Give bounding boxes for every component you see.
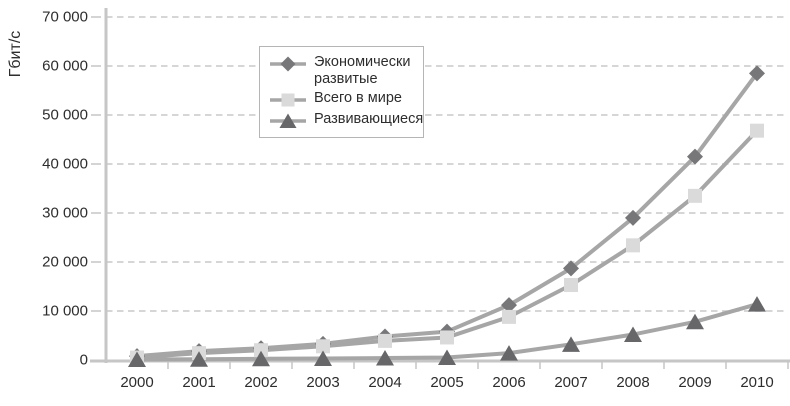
triangle-marker	[624, 326, 642, 343]
legend: Экономически развитые Всего в мире Разви…	[259, 46, 424, 138]
square-marker	[254, 343, 268, 358]
square-marker	[626, 238, 640, 253]
diamond-marker	[563, 260, 579, 277]
x-tick-label: 2001	[182, 374, 215, 391]
y-tick-label: 60 000	[42, 58, 88, 75]
legend-label-developed: Экономически развитые	[314, 54, 411, 87]
triangle-marker	[686, 313, 704, 330]
square-marker-icon	[270, 93, 306, 107]
diamond-icon	[280, 56, 296, 72]
square-marker	[502, 309, 516, 324]
x-tick-label: 2002	[244, 374, 277, 391]
x-tick-label: 2008	[616, 374, 649, 391]
triangle-marker	[376, 350, 394, 366]
triangle-marker-icon	[270, 113, 306, 128]
x-tick-label: 2009	[678, 374, 711, 391]
y-tick-label: 10 000	[42, 303, 88, 320]
square-marker	[750, 123, 764, 138]
x-tick-label: 2003	[306, 374, 339, 391]
triangle-marker	[128, 351, 146, 368]
y-tick-label: 30 000	[42, 205, 88, 222]
triangle-marker	[252, 350, 270, 367]
triangle-marker	[190, 351, 208, 367]
y-tick-label: 20 000	[42, 254, 88, 271]
y-axis-title: Гбит/с	[7, 30, 24, 78]
square-marker	[316, 339, 330, 354]
legend-label-world-total: Всего в мире	[314, 90, 402, 106]
x-tick-label: 2000	[120, 374, 153, 391]
square-icon	[281, 93, 295, 107]
y-tick-label: 40 000	[42, 156, 88, 173]
square-marker	[688, 188, 702, 203]
y-tick-label: 50 000	[42, 107, 88, 124]
x-tick-label: 2005	[430, 374, 463, 391]
series-line-diamond	[135, 71, 759, 359]
legend-item-developed: Экономически развитые	[269, 54, 419, 88]
series-markers-triangle	[128, 296, 766, 368]
square-marker	[564, 278, 578, 293]
x-tick-label: 2006	[492, 374, 525, 391]
legend-item-developing: Развивающиеся	[269, 111, 424, 130]
diamond-marker	[749, 65, 765, 82]
square-marker	[378, 333, 392, 348]
triangle-icon	[279, 113, 297, 128]
diamond-marker	[625, 209, 641, 226]
legend-item-world-total: Всего в мире	[269, 90, 419, 109]
x-tick-label: 2010	[740, 374, 773, 391]
triangle-marker	[500, 345, 518, 361]
y-tick-label: 70 000	[42, 9, 88, 26]
y-tick-label: 0	[80, 352, 88, 369]
triangle-marker	[314, 350, 332, 367]
diamond-marker	[687, 148, 703, 165]
triangle-marker	[438, 349, 456, 366]
legend-label-developing: Развивающиеся	[314, 111, 424, 127]
diamond-marker	[501, 297, 517, 314]
x-tick-label: 2004	[368, 374, 401, 391]
triangle-marker	[748, 296, 766, 312]
square-marker	[440, 330, 454, 345]
series-markers-square	[130, 123, 764, 365]
triangle-marker	[562, 336, 580, 352]
diamond-marker-icon	[270, 56, 306, 72]
x-tick-label: 2007	[554, 374, 587, 391]
